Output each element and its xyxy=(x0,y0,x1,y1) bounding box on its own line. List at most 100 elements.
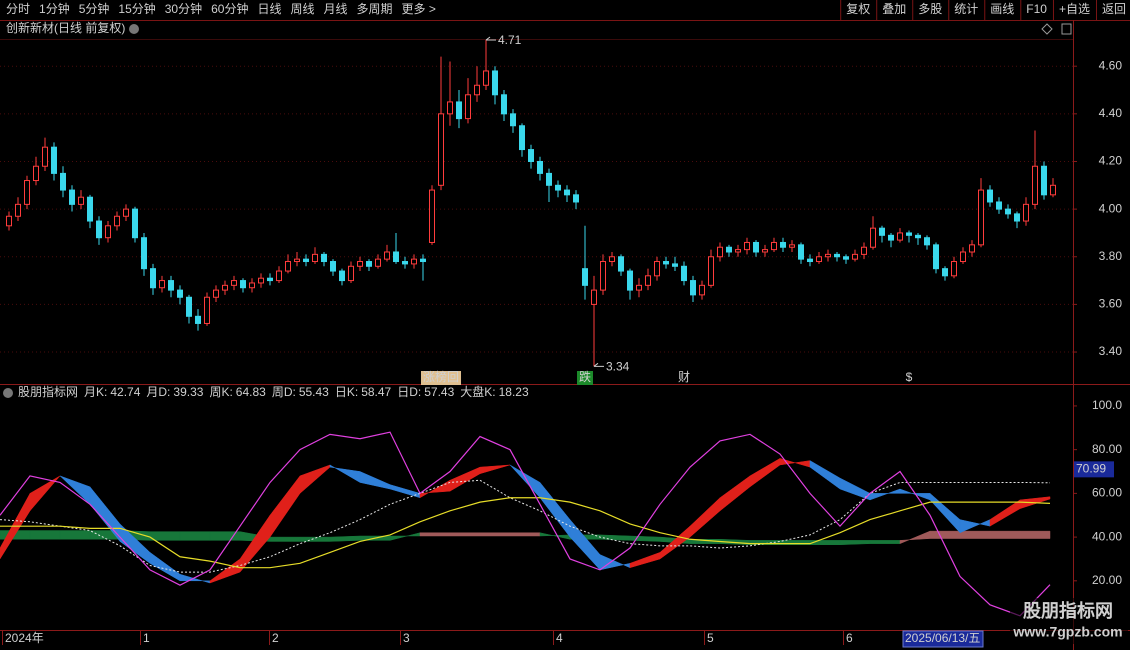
toolbar-tab[interactable]: 周线 xyxy=(290,2,314,16)
candle-body xyxy=(573,194,579,203)
candle-body xyxy=(744,241,750,251)
candle-body xyxy=(546,172,552,186)
candle-body xyxy=(474,84,480,96)
toolbar-tab[interactable]: 日线 xyxy=(257,2,281,16)
legend-name: 日K: xyxy=(335,385,358,399)
event-marker[interactable]: 跌 xyxy=(579,369,591,384)
y-tick-label: 20.00 xyxy=(1092,573,1122,587)
candle-body xyxy=(411,258,417,265)
toolbar-button[interactable]: 统计 xyxy=(954,2,978,16)
candle-body xyxy=(492,70,498,96)
candle-body xyxy=(591,289,597,305)
indicator-ribbon xyxy=(29,475,61,512)
candle-body xyxy=(213,289,219,298)
indicator-ribbon xyxy=(509,532,541,537)
indicator-ribbon xyxy=(299,536,331,542)
toolbar-button[interactable]: 复权 xyxy=(846,2,870,16)
candle-body xyxy=(510,113,516,127)
y-tick-label: 3.80 xyxy=(1099,249,1123,263)
window-icon[interactable] xyxy=(1061,23,1072,35)
event-marker[interactable]: $ xyxy=(906,370,913,384)
indicator-ribbon xyxy=(479,532,511,537)
low-pointer xyxy=(593,362,604,367)
candle-body xyxy=(312,253,318,263)
candle-body xyxy=(69,189,75,205)
candle-body xyxy=(132,208,138,239)
y-tick-label: 4.00 xyxy=(1099,201,1123,215)
indicator-line xyxy=(0,431,1051,617)
candle-body xyxy=(906,232,912,236)
candle-body xyxy=(384,251,390,260)
legend-value: 18.23 xyxy=(499,385,529,399)
toolbar-tab[interactable]: 1分钟 xyxy=(39,1,70,16)
event-marker[interactable]: 财 xyxy=(678,370,690,384)
toolbar-button[interactable]: +自选 xyxy=(1059,2,1090,16)
watermark-bg xyxy=(1010,598,1128,644)
candle-body xyxy=(681,265,687,282)
candle-body xyxy=(618,256,624,272)
candle-body xyxy=(150,268,156,289)
x-tick-label: 1 xyxy=(143,631,150,645)
watermark-name: 股朋指标网 xyxy=(1022,600,1113,621)
candle-body xyxy=(1041,165,1047,196)
candle-body xyxy=(141,237,147,270)
toolbar-tab[interactable]: 更多 > xyxy=(402,2,436,16)
toolbar-button[interactable]: F10 xyxy=(1026,2,1047,16)
candle-body xyxy=(843,256,849,260)
candle-body xyxy=(753,241,759,253)
event-marker-bg xyxy=(420,371,462,385)
candle-body xyxy=(357,261,363,267)
y-tick-label: 3.40 xyxy=(1099,344,1123,358)
candle-body xyxy=(582,268,588,286)
indicator-dropdown[interactable] xyxy=(3,388,13,398)
diamond-icon[interactable] xyxy=(1041,23,1053,35)
toolbar-tab[interactable]: 月线 xyxy=(324,2,348,16)
candle-body xyxy=(267,277,273,282)
candle-body xyxy=(780,241,786,248)
indicator-line xyxy=(0,497,1051,569)
candle-body xyxy=(798,244,804,260)
toolbar-button[interactable]: 叠加 xyxy=(882,2,906,16)
toolbar-button[interactable]: 返回 xyxy=(1102,2,1126,16)
cursor-date-box xyxy=(902,630,984,648)
indicator-ribbon xyxy=(989,530,1021,539)
candle-body xyxy=(1050,184,1056,196)
indicator-ribbon xyxy=(959,530,991,539)
toolbar-button[interactable]: 画线 xyxy=(990,2,1014,16)
candle-body xyxy=(951,261,957,277)
candle-body xyxy=(960,251,966,263)
candle-body xyxy=(123,208,129,217)
candle-body xyxy=(762,249,768,253)
indicator-ribbon xyxy=(149,531,181,541)
candle-body xyxy=(609,256,615,263)
candle-body xyxy=(303,258,309,263)
candle-body xyxy=(1023,203,1029,222)
indicator-title: 股朋指标网 xyxy=(18,384,78,399)
toolbar-tab[interactable]: 分时 xyxy=(6,2,30,16)
toolbar-button[interactable]: 多股 xyxy=(918,2,942,16)
indicator-ribbon xyxy=(329,535,361,542)
candle-body xyxy=(654,261,660,277)
toolbar-tab[interactable]: 30分钟 xyxy=(165,1,202,16)
indicator-ribbon xyxy=(419,532,451,537)
candle-body xyxy=(600,261,606,291)
candle-body xyxy=(942,268,948,277)
candle-body xyxy=(348,265,354,282)
toolbar-tab[interactable]: 多周期 xyxy=(357,2,393,16)
candle-body xyxy=(159,280,165,289)
toolbar-tab[interactable]: 60分钟 xyxy=(211,1,248,16)
candle-body xyxy=(429,189,435,243)
y-tick-label: 4.20 xyxy=(1099,154,1123,168)
candle-body xyxy=(708,256,714,286)
y-tick-label: 40.00 xyxy=(1092,529,1122,543)
toolbar-tab[interactable]: 15分钟 xyxy=(118,1,155,16)
event-marker[interactable]: 涨榜回 xyxy=(423,369,459,384)
candle-body xyxy=(231,280,237,286)
toolbar-tab[interactable]: 5分钟 xyxy=(79,1,110,16)
title-dropdown[interactable] xyxy=(129,24,139,34)
candle-body xyxy=(114,215,120,227)
candle-body xyxy=(852,253,858,260)
cursor-value: 70.99 xyxy=(1076,462,1106,476)
candle-body xyxy=(393,251,399,263)
